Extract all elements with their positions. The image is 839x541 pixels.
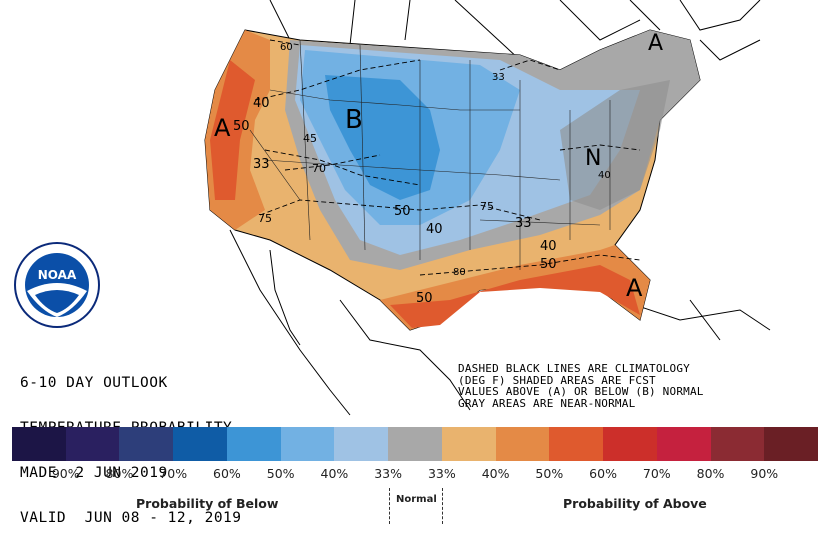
legend-color-bar	[12, 427, 819, 461]
contour-label: 33	[515, 216, 532, 231]
legend-tick-label: 50%	[266, 466, 295, 481]
contour-label: 75	[258, 212, 272, 225]
contour-label: 40	[598, 170, 611, 181]
map-letter-normal-northeast: N	[585, 146, 601, 171]
contour-label: 50	[540, 257, 557, 272]
svg-text:NOAA: NOAA	[38, 268, 77, 282]
note-line: (DEG F) SHADED AREAS ARE FCST	[458, 373, 656, 387]
legend-tick-label: 40%	[320, 466, 349, 481]
map-note: DASHED BLACK LINES ARE CLIMATOLOGY (DEG …	[458, 363, 704, 409]
contour-label: 50	[416, 291, 433, 306]
legend-swatch	[656, 427, 711, 461]
map-letter-above-southeast: A	[626, 274, 643, 302]
contour-label: 40	[540, 239, 557, 254]
legend-tick-label: 33%	[374, 466, 403, 481]
legend-swatch	[226, 427, 281, 461]
contour-label: 80	[453, 267, 466, 278]
contour-label: 70	[312, 162, 326, 175]
legend-ticks: 90% 80% 70% 60% 50% 40% 33% 33% 40% 50% 60% 70% 80% 9…	[12, 466, 818, 482]
legend-swatch	[764, 427, 819, 461]
legend-tick-label: 60%	[589, 466, 617, 481]
noaa-logo: NOAA	[14, 242, 100, 328]
map-letter-above-west: A	[214, 114, 231, 142]
legend-tick-label: 90%	[51, 466, 80, 481]
note-line: GRAY AREAS ARE NEAR-NORMAL	[458, 396, 636, 410]
contour-label: 45	[303, 132, 317, 145]
legend-above-label: Probability of Above	[563, 496, 707, 511]
contour-label: 33	[253, 157, 270, 172]
legend-swatch	[495, 427, 550, 461]
note-line: DASHED BLACK LINES ARE CLIMATOLOGY	[458, 362, 690, 375]
legend-swatch	[12, 427, 66, 461]
legend-swatch	[603, 427, 657, 461]
legend-tick-label: 80%	[696, 466, 725, 481]
legend-swatch	[173, 427, 227, 461]
note-line: VALUES ABOVE (A) OR BELOW (B) NORMAL	[458, 385, 704, 398]
legend-swatch	[710, 427, 765, 461]
title-line: 6-10 DAY OUTLOOK	[20, 375, 168, 391]
legend-tick-label: 60%	[213, 466, 241, 481]
legend-below-label: Probability of Below	[136, 496, 279, 511]
map-letter-below: B	[345, 105, 363, 135]
title-line: VALID JUN 08 - 12, 2019	[20, 510, 242, 526]
contour-label: 40	[253, 96, 270, 111]
contour-label: 60	[280, 42, 293, 53]
title-line: MADE 2 JUN 2019	[20, 465, 168, 481]
legend-swatch	[334, 427, 389, 461]
legend-normal-divider	[389, 488, 390, 524]
legend-tick-label: 33%	[427, 466, 456, 481]
legend-normal-label: Normal	[396, 494, 437, 505]
contour-label: 75	[480, 200, 494, 213]
legend-swatch	[441, 427, 496, 461]
legend-swatch	[549, 427, 604, 461]
outlook-map: B A A A N 60 40 50 33 70 45 75 50 40 75 …	[204, 0, 771, 416]
map-letter-above-northeast: A	[648, 31, 663, 56]
legend-swatch	[388, 427, 442, 461]
contour-label: 40	[426, 222, 443, 237]
legend-swatch	[119, 427, 174, 461]
legend-tick-label: 40%	[481, 466, 510, 481]
legend-swatch	[280, 427, 335, 461]
legend-swatch	[65, 427, 120, 461]
contour-label: 50	[233, 119, 250, 134]
contour-label: 50	[394, 204, 411, 219]
legend-normal-divider	[442, 488, 443, 524]
contour-label: 33	[492, 72, 505, 83]
legend-tick-label: 80%	[105, 466, 134, 481]
legend-tick-label: 90%	[750, 466, 779, 481]
legend-tick-label: 70%	[159, 466, 188, 481]
legend-tick-label: 70%	[642, 466, 671, 481]
legend-tick-label: 50%	[535, 466, 564, 481]
